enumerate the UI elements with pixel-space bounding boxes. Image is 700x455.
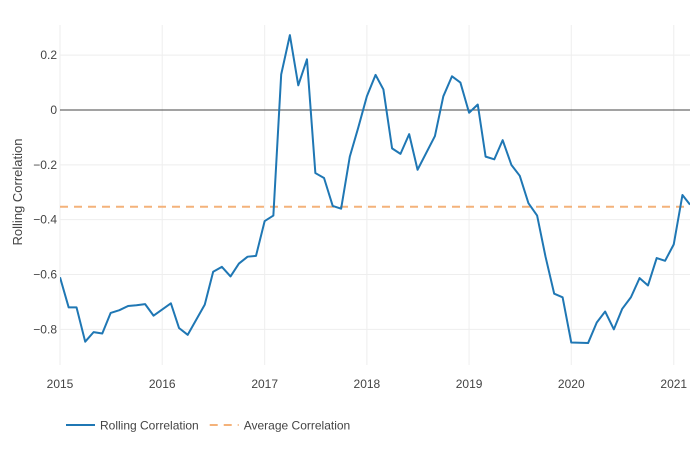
y-tick-label: −0.2 [33, 158, 57, 172]
x-tick-label: 2020 [558, 377, 585, 391]
legend: Rolling Correlation Average Correlation [66, 419, 350, 433]
rolling-correlation-line [60, 34, 690, 345]
x-tick-label: 2018 [354, 377, 381, 391]
y-axis-label: Rolling Correlation [10, 139, 25, 246]
y-axis-ticks: −0.8 −0.6 −0.4 −0.2 0 0.2 [33, 48, 57, 336]
x-axis-ticks: 2015 2016 2017 2018 2019 2020 2021 [47, 377, 688, 391]
legend-label: Rolling Correlation [100, 419, 199, 433]
x-tick-label: 2021 [660, 377, 687, 391]
y-tick-label: −0.6 [33, 268, 57, 282]
x-tick-label: 2016 [149, 377, 176, 391]
y-tick-label: −0.8 [33, 322, 57, 336]
x-tick-label: 2015 [47, 377, 74, 391]
y-tick-label: −0.4 [33, 213, 57, 227]
grid [59, 25, 690, 365]
legend-item[interactable]: Rolling Correlation [66, 419, 199, 433]
x-tick-label: 2017 [251, 377, 278, 391]
legend-label: Average Correlation [244, 419, 351, 433]
x-tick-label: 2019 [456, 377, 483, 391]
y-tick-label: 0 [50, 103, 57, 117]
y-tick-label: 0.2 [40, 48, 57, 62]
legend-item[interactable]: Average Correlation [209, 419, 351, 433]
series-group [60, 34, 690, 345]
